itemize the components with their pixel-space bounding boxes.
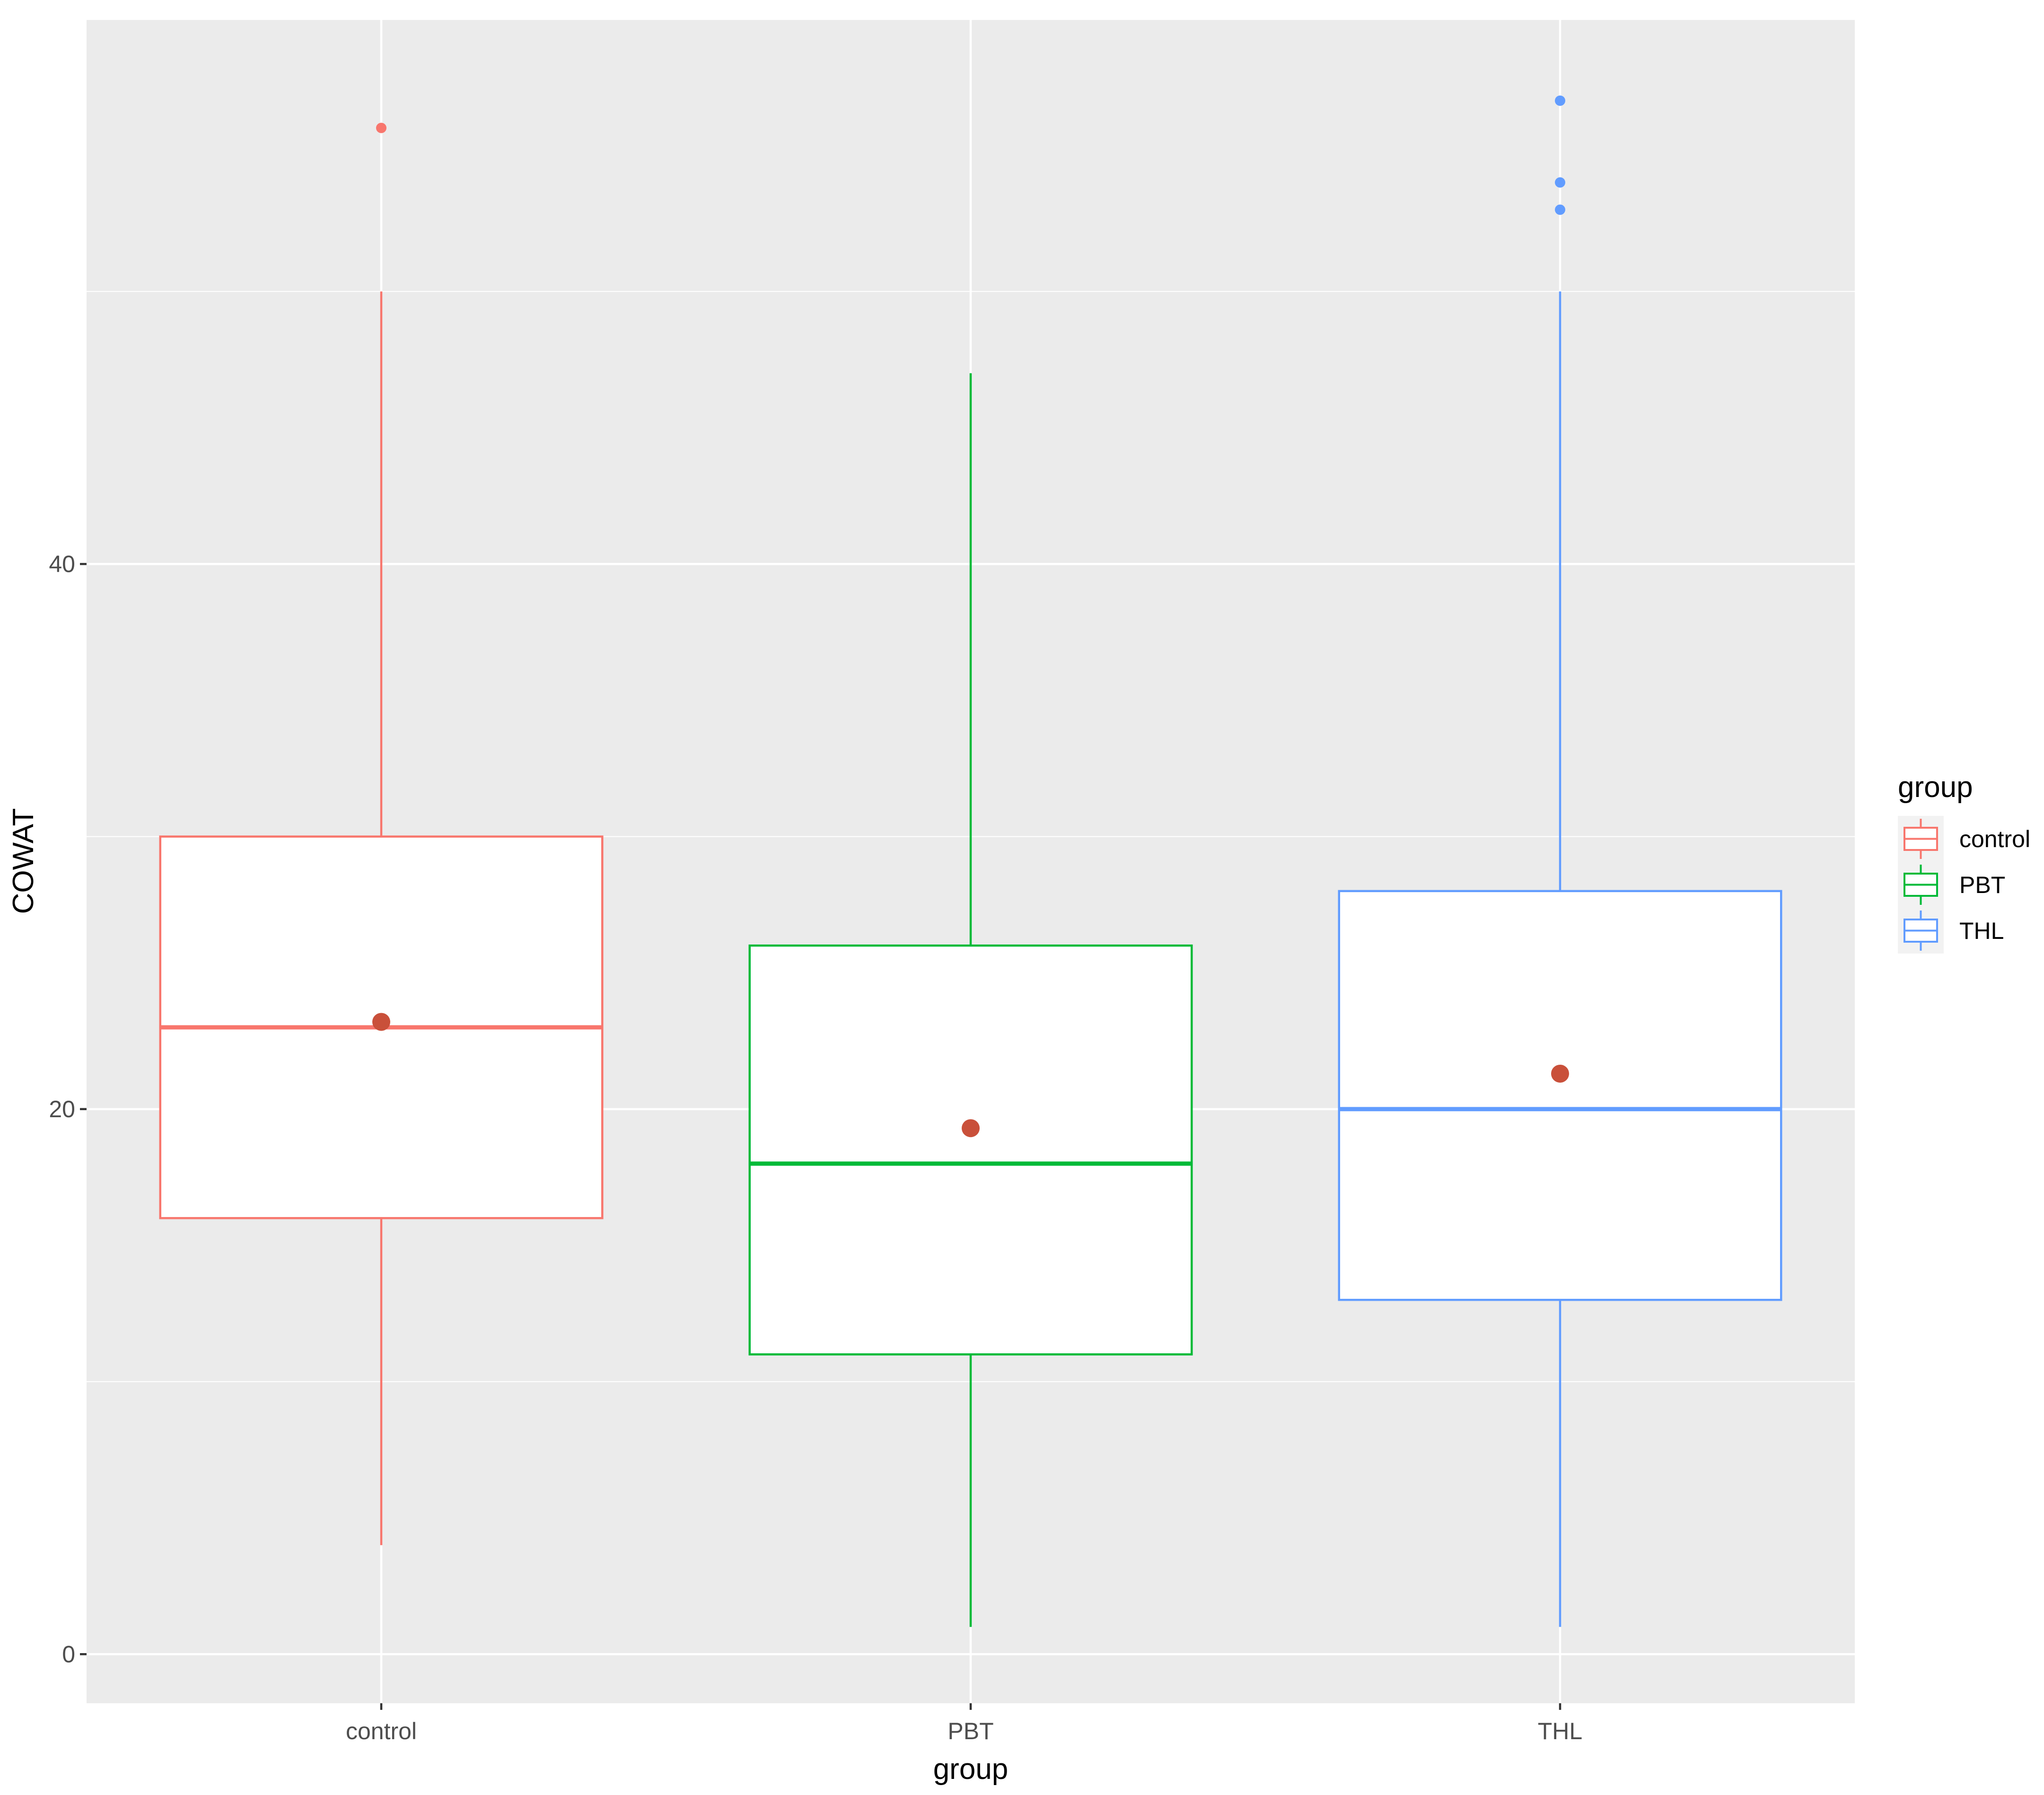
box-THL [1338,95,1782,1627]
y-axis: 0 20 40 [49,551,87,1667]
x-axis-title: group [933,1753,1009,1786]
x-tick-label: control [346,1718,417,1744]
legend-key-control [1898,816,1944,862]
mean-point [962,1119,980,1138]
outlier-point [1555,95,1565,106]
legend-key-PBT [1898,862,1944,908]
y-tick-label: 0 [62,1641,75,1667]
y-tick-label: 20 [49,1096,75,1122]
legend-label-PBT: PBT [1959,872,2005,898]
legend: group control PBT THL [1898,771,2030,954]
box-PBT [748,373,1193,1627]
y-tick-label: 40 [49,551,75,577]
mean-point [372,1013,390,1031]
x-tick-label: PBT [947,1718,993,1744]
boxes [159,95,1782,1627]
box-control [159,123,604,1545]
x-axis: control PBT THL [346,1703,1582,1744]
legend-label-control: control [1959,826,2030,852]
mean-point [1551,1064,1569,1083]
x-tick-label: THL [1538,1718,1582,1744]
legend-label-THL: THL [1959,918,2004,944]
y-axis-title: COWAT [7,808,40,914]
outlier-point [376,123,386,133]
box-iqr [1338,890,1782,1301]
box-iqr [748,944,1193,1356]
legend-title: group [1898,771,1973,804]
outlier-point [1555,177,1565,188]
legend-key-THL [1898,908,1944,954]
outlier-point [1555,204,1565,215]
